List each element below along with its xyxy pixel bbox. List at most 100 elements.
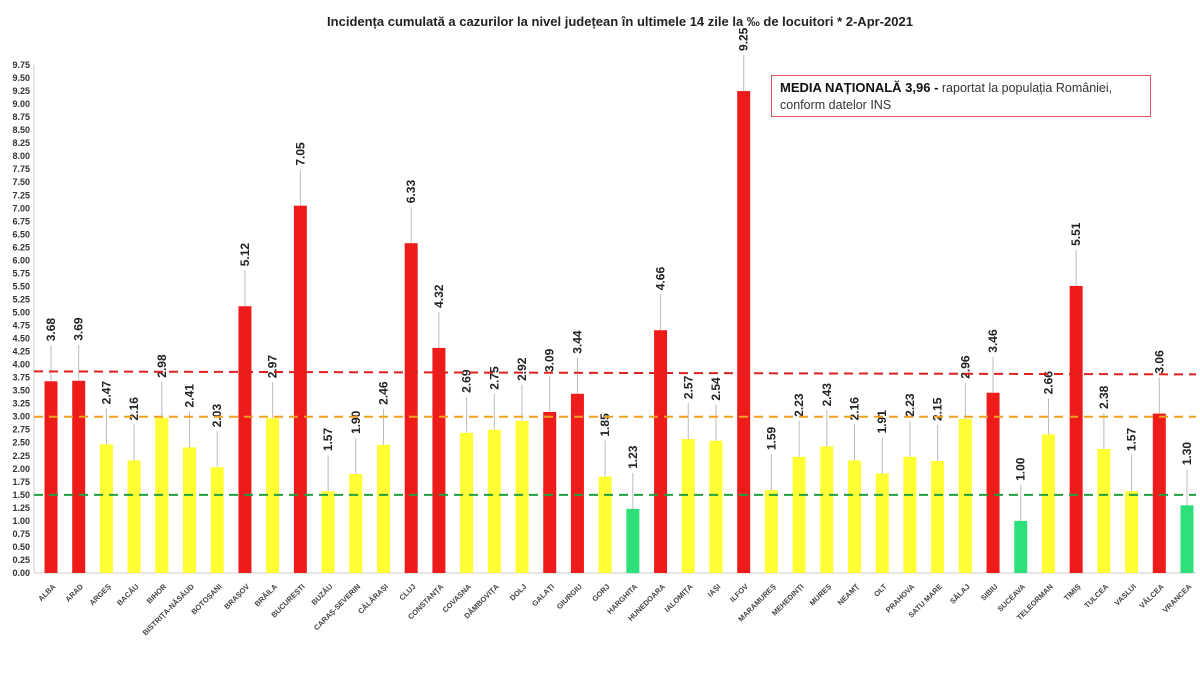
y-tick-label: 0.25 — [12, 555, 30, 565]
data-label: 3.68 — [44, 318, 58, 342]
bar — [626, 508, 640, 573]
bar — [681, 439, 695, 573]
category-label: TULCEA — [1082, 582, 1110, 610]
data-label: 2.96 — [958, 355, 972, 379]
bar — [792, 456, 806, 573]
category-label: VRANCEA — [1161, 582, 1194, 615]
category-label: GALAȚI — [530, 582, 556, 608]
y-tick-label: 2.50 — [12, 438, 30, 448]
y-tick-label: 0.50 — [12, 542, 30, 552]
category-label: OLT — [872, 582, 889, 599]
data-label: 4.32 — [432, 284, 446, 308]
data-label: 1.57 — [1125, 428, 1139, 452]
y-tick-label: 9.25 — [12, 86, 30, 96]
y-tick-label: 4.50 — [12, 334, 30, 344]
bar — [1069, 285, 1083, 573]
data-label: 2.46 — [376, 381, 390, 405]
category-label: IALOMIȚA — [663, 582, 695, 614]
bar — [709, 440, 723, 573]
category-label: CĂLĂRAȘI — [356, 582, 390, 616]
bar — [349, 474, 363, 573]
data-label: 1.30 — [1180, 442, 1194, 466]
bar — [1041, 434, 1055, 573]
y-tick-label: 9.00 — [12, 99, 30, 109]
y-tick-label: 7.50 — [12, 177, 30, 187]
y-tick-label: 6.75 — [12, 216, 30, 226]
y-tick-label: 2.25 — [12, 451, 30, 461]
y-tick-label: 6.50 — [12, 229, 30, 239]
bar — [293, 205, 307, 573]
bar — [1014, 520, 1028, 573]
category-label: MUREȘ — [808, 582, 834, 608]
bar — [1125, 491, 1139, 573]
bar — [1152, 413, 1166, 573]
data-label: 1.23 — [626, 445, 640, 469]
y-tick-label: 3.25 — [12, 399, 30, 409]
category-label: BRĂILA — [253, 582, 280, 609]
data-label: 1.00 — [1014, 457, 1028, 481]
bar — [875, 473, 889, 573]
y-tick-label: 3.00 — [12, 412, 30, 422]
category-label: VASLUI — [1113, 582, 1138, 607]
y-tick-label: 3.50 — [12, 386, 30, 396]
data-label: 2.47 — [99, 381, 113, 405]
category-label: SIBIU — [979, 582, 1000, 603]
y-tick-label: 9.50 — [12, 73, 30, 83]
category-label: GORJ — [590, 582, 611, 603]
bar — [321, 491, 335, 573]
bar — [432, 347, 446, 573]
bar — [570, 393, 584, 573]
data-label: 2.75 — [487, 366, 501, 390]
threshold-line — [33, 370, 1197, 376]
y-tick-label: 5.75 — [12, 268, 30, 278]
data-label: 3.69 — [72, 317, 86, 341]
data-label: 4.66 — [654, 267, 668, 291]
category-label: ARAD — [63, 582, 85, 604]
bar — [737, 91, 751, 574]
y-tick-label: 5.50 — [12, 281, 30, 291]
y-tick-label: 4.25 — [12, 347, 30, 357]
chart-title: Incidența cumulată a cazurilor la nivel … — [327, 14, 913, 29]
national-average-label: MEDIA NAȚIONALĂ 3,96 - — [780, 80, 939, 95]
y-tick-label: 5.00 — [12, 307, 30, 317]
bar — [764, 490, 778, 573]
category-label: BACĂU — [115, 582, 141, 608]
data-label: 2.69 — [460, 369, 474, 393]
y-tick-label: 9.75 — [12, 60, 30, 70]
data-label: 2.92 — [515, 357, 529, 381]
y-tick-label: 3.75 — [12, 373, 30, 383]
y-tick-label: 2.00 — [12, 464, 30, 474]
category-label: BUZĂU — [310, 582, 335, 607]
data-label: 2.16 — [127, 397, 141, 421]
bar — [210, 467, 224, 573]
data-label: 9.25 — [737, 27, 751, 51]
data-label: 7.05 — [293, 142, 307, 166]
data-label: 2.15 — [931, 397, 945, 421]
data-label: 2.98 — [155, 354, 169, 378]
category-label: DOLJ — [508, 582, 529, 603]
y-tick-label: 0.75 — [12, 529, 30, 539]
data-label: 2.66 — [1041, 371, 1055, 395]
data-label: 2.03 — [210, 404, 224, 428]
data-label: 2.38 — [1097, 385, 1111, 409]
bar — [931, 460, 945, 573]
y-tick-label: 7.25 — [12, 190, 30, 200]
bar — [72, 380, 86, 573]
y-tick-label: 1.00 — [12, 516, 30, 526]
bar — [487, 429, 501, 573]
y-tick-label: 8.50 — [12, 125, 30, 135]
bar — [848, 460, 862, 573]
data-label: 1.57 — [321, 428, 335, 452]
bar — [404, 243, 418, 573]
y-tick-label: 6.00 — [12, 255, 30, 265]
category-label: TIMIȘ — [1062, 582, 1083, 603]
bar — [99, 444, 113, 573]
bar — [127, 460, 141, 573]
data-label: 2.97 — [266, 355, 280, 379]
national-average-note: raportat la populația României, conform … — [780, 81, 1113, 112]
bar — [376, 444, 390, 573]
data-label: 2.23 — [792, 393, 806, 417]
y-tick-label: 1.75 — [12, 477, 30, 487]
category-label: NEAMȚ — [836, 582, 862, 608]
